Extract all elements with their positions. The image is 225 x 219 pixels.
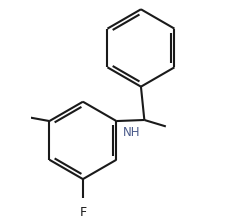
Text: NH: NH [122,126,140,140]
Text: F: F [79,207,86,219]
